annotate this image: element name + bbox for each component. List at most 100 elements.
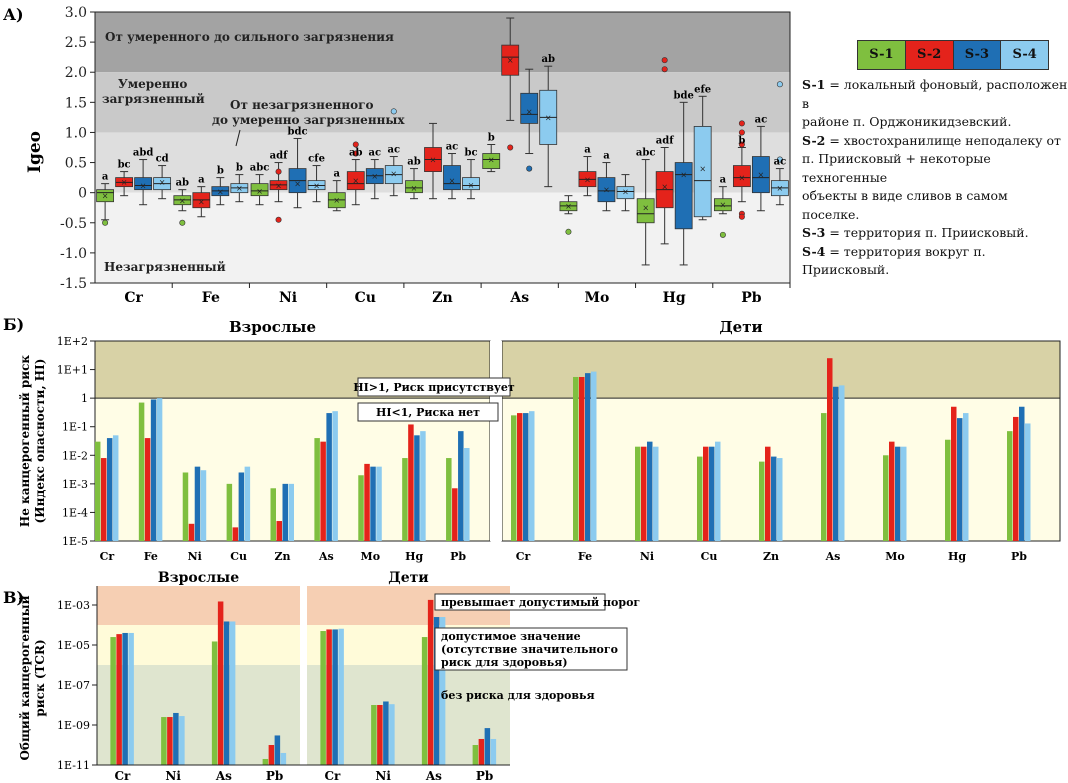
bar xyxy=(150,399,157,541)
y-tick-label: 3.0 xyxy=(65,5,87,21)
bar xyxy=(765,446,771,541)
bar xyxy=(232,527,239,541)
x-tick-label: As xyxy=(509,290,529,306)
bar xyxy=(144,438,151,541)
x-tick-label: As xyxy=(318,550,334,563)
bar xyxy=(585,373,591,541)
mean-marker: × xyxy=(699,165,706,174)
annotation-no-risk: без риска для здоровья xyxy=(441,689,595,702)
group-letter: b xyxy=(236,163,243,174)
bar xyxy=(244,466,251,541)
bar xyxy=(128,632,134,765)
outlier-point xyxy=(738,213,745,220)
outlier-point xyxy=(390,108,397,115)
plot-frame xyxy=(94,11,791,284)
group-letter: bc xyxy=(118,160,131,171)
x-tick-label: Cu xyxy=(355,290,376,306)
mean-marker: × xyxy=(256,187,263,196)
annotation-no-risk: HI<1, Риска нет xyxy=(376,406,480,419)
box xyxy=(693,126,712,218)
bar xyxy=(579,376,585,541)
outlier-point xyxy=(275,168,282,175)
bar xyxy=(112,435,119,541)
bar xyxy=(523,413,529,541)
mean-marker: × xyxy=(333,196,340,205)
zone-exceeds xyxy=(97,586,300,625)
group-letter: ac xyxy=(755,114,768,125)
mean-marker: × xyxy=(198,198,205,207)
panel-b-hazard-index-chart: Б) Взрослые Cr Fe Ni Cu Zn As Mo Hg Pb Дети Cr Fe Ni C… xyxy=(3,315,1061,563)
bar xyxy=(229,621,236,765)
mean-marker: × xyxy=(313,181,320,190)
bar xyxy=(371,705,377,765)
group-letter: bdc xyxy=(288,126,308,137)
outlier-point xyxy=(507,144,514,151)
y-tick-label: 1.5 xyxy=(65,95,87,111)
bar xyxy=(332,629,338,765)
x-tick-label: Cu xyxy=(701,550,718,563)
group-letter: ac xyxy=(387,145,400,156)
x-tick-label: Ni xyxy=(165,769,181,783)
panel-a-boxplot: А) От умеренного до сильного загрязнения… xyxy=(3,5,791,306)
group-letter: abc xyxy=(250,163,270,174)
bar xyxy=(167,717,173,765)
mean-marker: × xyxy=(661,183,668,192)
x-tick-label: Pb xyxy=(1011,550,1027,563)
legend-line: S-2 = хвостохранилище неподалеку от xyxy=(802,132,1061,148)
y-tick-label: 1E-2 xyxy=(62,449,88,462)
bar xyxy=(511,415,517,541)
y-axis-label: Общий канцерогенный xyxy=(18,595,32,760)
outlier-point xyxy=(661,66,668,73)
y-tick-label: 1E-11 xyxy=(57,759,90,772)
annotation-box xyxy=(434,627,628,671)
bar xyxy=(641,446,647,541)
zone-strong xyxy=(95,12,790,73)
bar xyxy=(697,456,703,541)
annotation-acceptable: допустимое значение xyxy=(441,630,581,643)
x-tick-label: Pb xyxy=(741,290,762,306)
zone-label-pointer xyxy=(235,129,241,147)
bar xyxy=(414,435,420,541)
zone-label-strong: От умеренного до сильного загрязнения xyxy=(105,30,394,44)
group-letter: abc xyxy=(636,148,656,159)
bar xyxy=(478,738,485,765)
x-tick-label: Zn xyxy=(763,550,779,563)
annotation-acceptable: (отсутствие значительного xyxy=(441,643,618,656)
bar xyxy=(320,441,326,541)
mean-marker: × xyxy=(275,181,282,190)
bar xyxy=(274,735,281,765)
legend-line: п. Приисковый + некоторые техногенные xyxy=(802,151,991,185)
bar xyxy=(408,424,414,541)
x-tick-label: Cr xyxy=(516,550,531,563)
y-tick-label: -1.0 xyxy=(60,246,87,262)
bar xyxy=(217,601,224,765)
bar xyxy=(211,641,218,765)
bar xyxy=(223,621,230,765)
bar xyxy=(270,488,276,541)
y-tick-label: 1E+2 xyxy=(57,335,88,348)
box xyxy=(520,92,539,124)
zone-moderate xyxy=(95,72,790,133)
bar xyxy=(883,455,889,541)
bar xyxy=(777,458,783,541)
bar xyxy=(421,637,428,765)
y-tick-label: 1E-03 xyxy=(57,599,90,612)
y-tick-label: 1 xyxy=(81,392,88,405)
bar xyxy=(173,712,179,765)
bar xyxy=(895,446,901,541)
mean-marker: × xyxy=(603,186,610,195)
x-tick-label: Zn xyxy=(274,550,290,563)
y-tick-label: 1E-1 xyxy=(62,421,88,434)
mean-marker: × xyxy=(294,180,301,189)
box xyxy=(346,171,365,191)
x-tick-label: Ni xyxy=(188,550,202,563)
outlier-point xyxy=(661,57,668,64)
x-tick-label: Pb xyxy=(450,550,466,563)
zone-label-weak: до умеренно загрязненных xyxy=(212,113,405,127)
y-axis-label: Не канцерогенный риск xyxy=(18,355,32,528)
y-tick-label: 0 xyxy=(78,186,87,202)
box xyxy=(713,198,732,212)
panel-b-letter: Б) xyxy=(3,315,24,334)
y-axis-label: риск (TCR) xyxy=(33,639,47,716)
